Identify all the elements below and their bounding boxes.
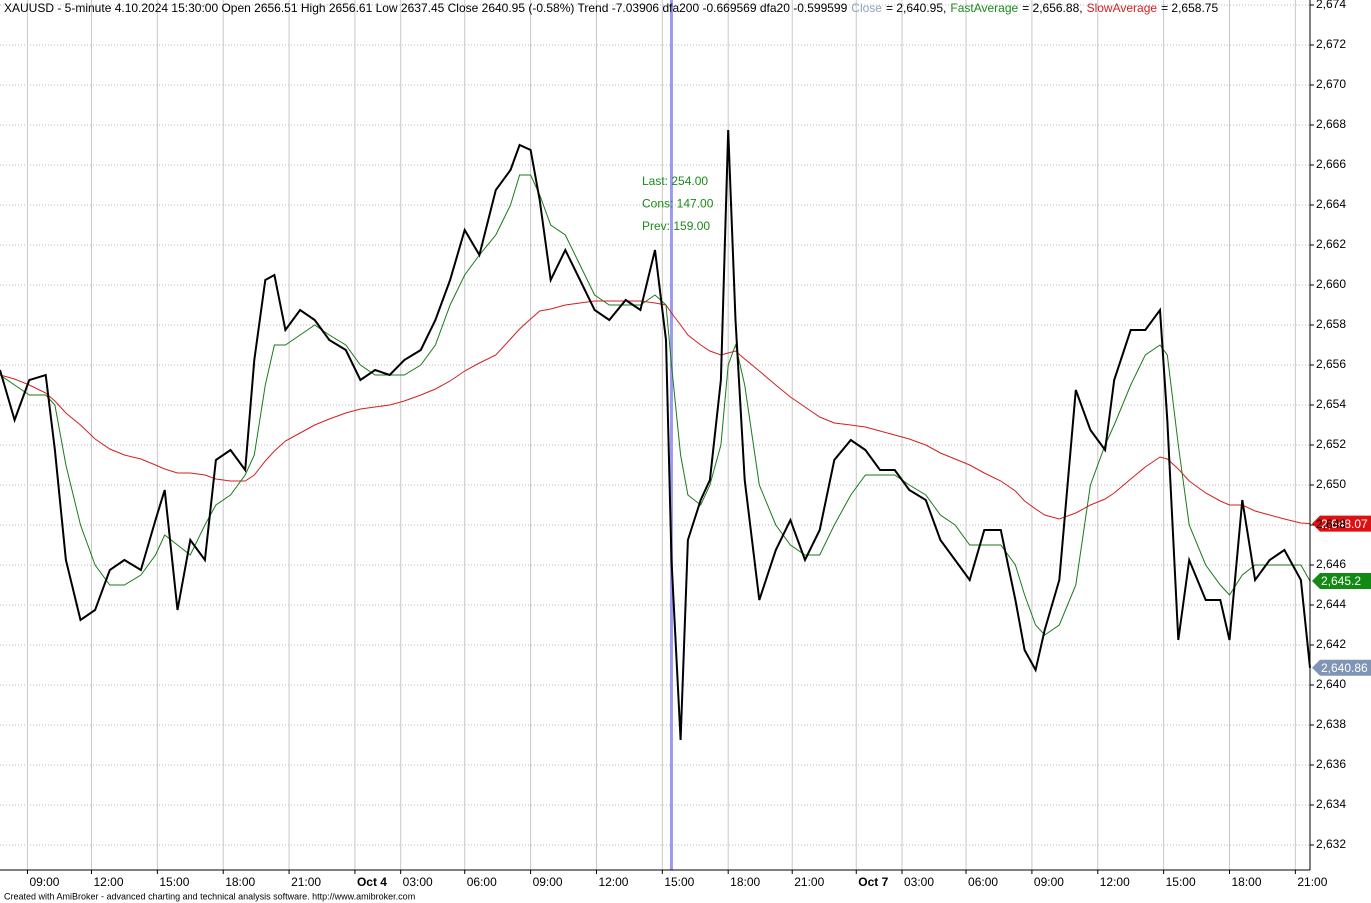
annotation: Prev: 159.00 bbox=[642, 219, 710, 233]
x-tick-label: 21:00 bbox=[794, 875, 824, 889]
grid bbox=[0, 0, 1310, 870]
last-value-label: 2,645.2 bbox=[1321, 574, 1361, 588]
annotation: Cons: 147.00 bbox=[642, 197, 714, 211]
y-tick-label: 2,652 bbox=[1316, 437, 1346, 451]
legend-text: XAUUSD - 5-minute 4.10.2024 15:30:00 Ope… bbox=[4, 1, 848, 15]
x-tick-label: 09:00 bbox=[533, 875, 563, 889]
series-line bbox=[0, 129, 1311, 741]
y-tick-label: 2,656 bbox=[1316, 357, 1346, 371]
last-value-badge bbox=[1312, 659, 1371, 676]
annotation: Last: 254.00 bbox=[642, 174, 708, 188]
y-tick-label: 2,648 bbox=[1316, 517, 1346, 531]
chart-title: XAUUSD - 5-minute 4.10.2024 15:30:00 Ope… bbox=[4, 1, 1218, 15]
y-tick-label: 2,634 bbox=[1316, 797, 1346, 811]
x-tick-label: 15:00 bbox=[1166, 875, 1196, 889]
y-tick-label: 2,650 bbox=[1316, 477, 1346, 491]
x-tick-label: 03:00 bbox=[904, 875, 934, 889]
y-tick-label: 2,640 bbox=[1316, 677, 1346, 691]
y-tick-label: 2,638 bbox=[1316, 717, 1346, 731]
series bbox=[0, 129, 1311, 741]
y-tick-label: 2,660 bbox=[1316, 277, 1346, 291]
y-tick-label: 2,642 bbox=[1316, 637, 1346, 651]
y-tick-label: 2,658 bbox=[1316, 317, 1346, 331]
y-tick-label: 2,662 bbox=[1316, 237, 1346, 251]
footer: Created with AmiBroker - advanced charti… bbox=[4, 891, 415, 901]
y-tick-label: 2,664 bbox=[1316, 197, 1346, 211]
legend-entry: SlowAverage bbox=[1087, 1, 1158, 15]
x-tick-label: 12:00 bbox=[93, 875, 123, 889]
x-tick-label: 21:00 bbox=[1297, 875, 1327, 889]
y-tick-label: 2,668 bbox=[1316, 117, 1346, 131]
series-line bbox=[0, 300, 1311, 525]
x-tick-label: 12:00 bbox=[598, 875, 628, 889]
legend-text: = 2,640.95, bbox=[886, 1, 946, 15]
y-tick-label: 2,632 bbox=[1316, 837, 1346, 851]
x-tick-label: Oct 4 bbox=[357, 875, 387, 889]
overlay: 2,640.86 2,645.2 2,648.07 Last: 254.00 Cons:… bbox=[642, 174, 1371, 676]
last-value-badge bbox=[1312, 573, 1371, 589]
x-tick-label: 15:00 bbox=[664, 875, 694, 889]
legend-entry: FastAverage bbox=[950, 1, 1018, 15]
legend-text: = 2,656.88, bbox=[1022, 1, 1082, 15]
y-tick-label: 2,666 bbox=[1316, 157, 1346, 171]
x-tick-label: 15:00 bbox=[159, 875, 189, 889]
series-line bbox=[0, 174, 1311, 636]
x-tick-label: 09:00 bbox=[1034, 875, 1064, 889]
last-value-badge bbox=[1312, 515, 1371, 532]
last-value-label: 2,648.07 bbox=[1321, 517, 1368, 531]
y-tick-label: 2,670 bbox=[1316, 77, 1346, 91]
x-tick-label: 18:00 bbox=[1231, 875, 1261, 889]
x-tick-label: 09:00 bbox=[29, 875, 59, 889]
x-tick-label: 03:00 bbox=[403, 875, 433, 889]
y-tick-label: 2,646 bbox=[1316, 557, 1346, 571]
x-tick-label: 06:00 bbox=[467, 875, 497, 889]
x-tick-label: 06:00 bbox=[968, 875, 998, 889]
y-tick-label: 2,636 bbox=[1316, 757, 1346, 771]
x-tick-label: 12:00 bbox=[1100, 875, 1130, 889]
legend-text: = 2,658.75 bbox=[1161, 1, 1218, 15]
y-tick-label: 2,654 bbox=[1316, 397, 1346, 411]
y-tick-label: 2,672 bbox=[1316, 37, 1346, 51]
x-tick-label: 21:00 bbox=[291, 875, 321, 889]
y-tick-label: 2,644 bbox=[1316, 597, 1346, 611]
legend-entry: Close bbox=[851, 1, 882, 15]
last-value-label: 2,640.86 bbox=[1321, 661, 1368, 675]
x-tick-label: 18:00 bbox=[225, 875, 255, 889]
x-tick-label: 18:00 bbox=[730, 875, 760, 889]
y-tick-label: 2,674 bbox=[1316, 0, 1346, 11]
x-tick-label: Oct 7 bbox=[858, 875, 888, 889]
